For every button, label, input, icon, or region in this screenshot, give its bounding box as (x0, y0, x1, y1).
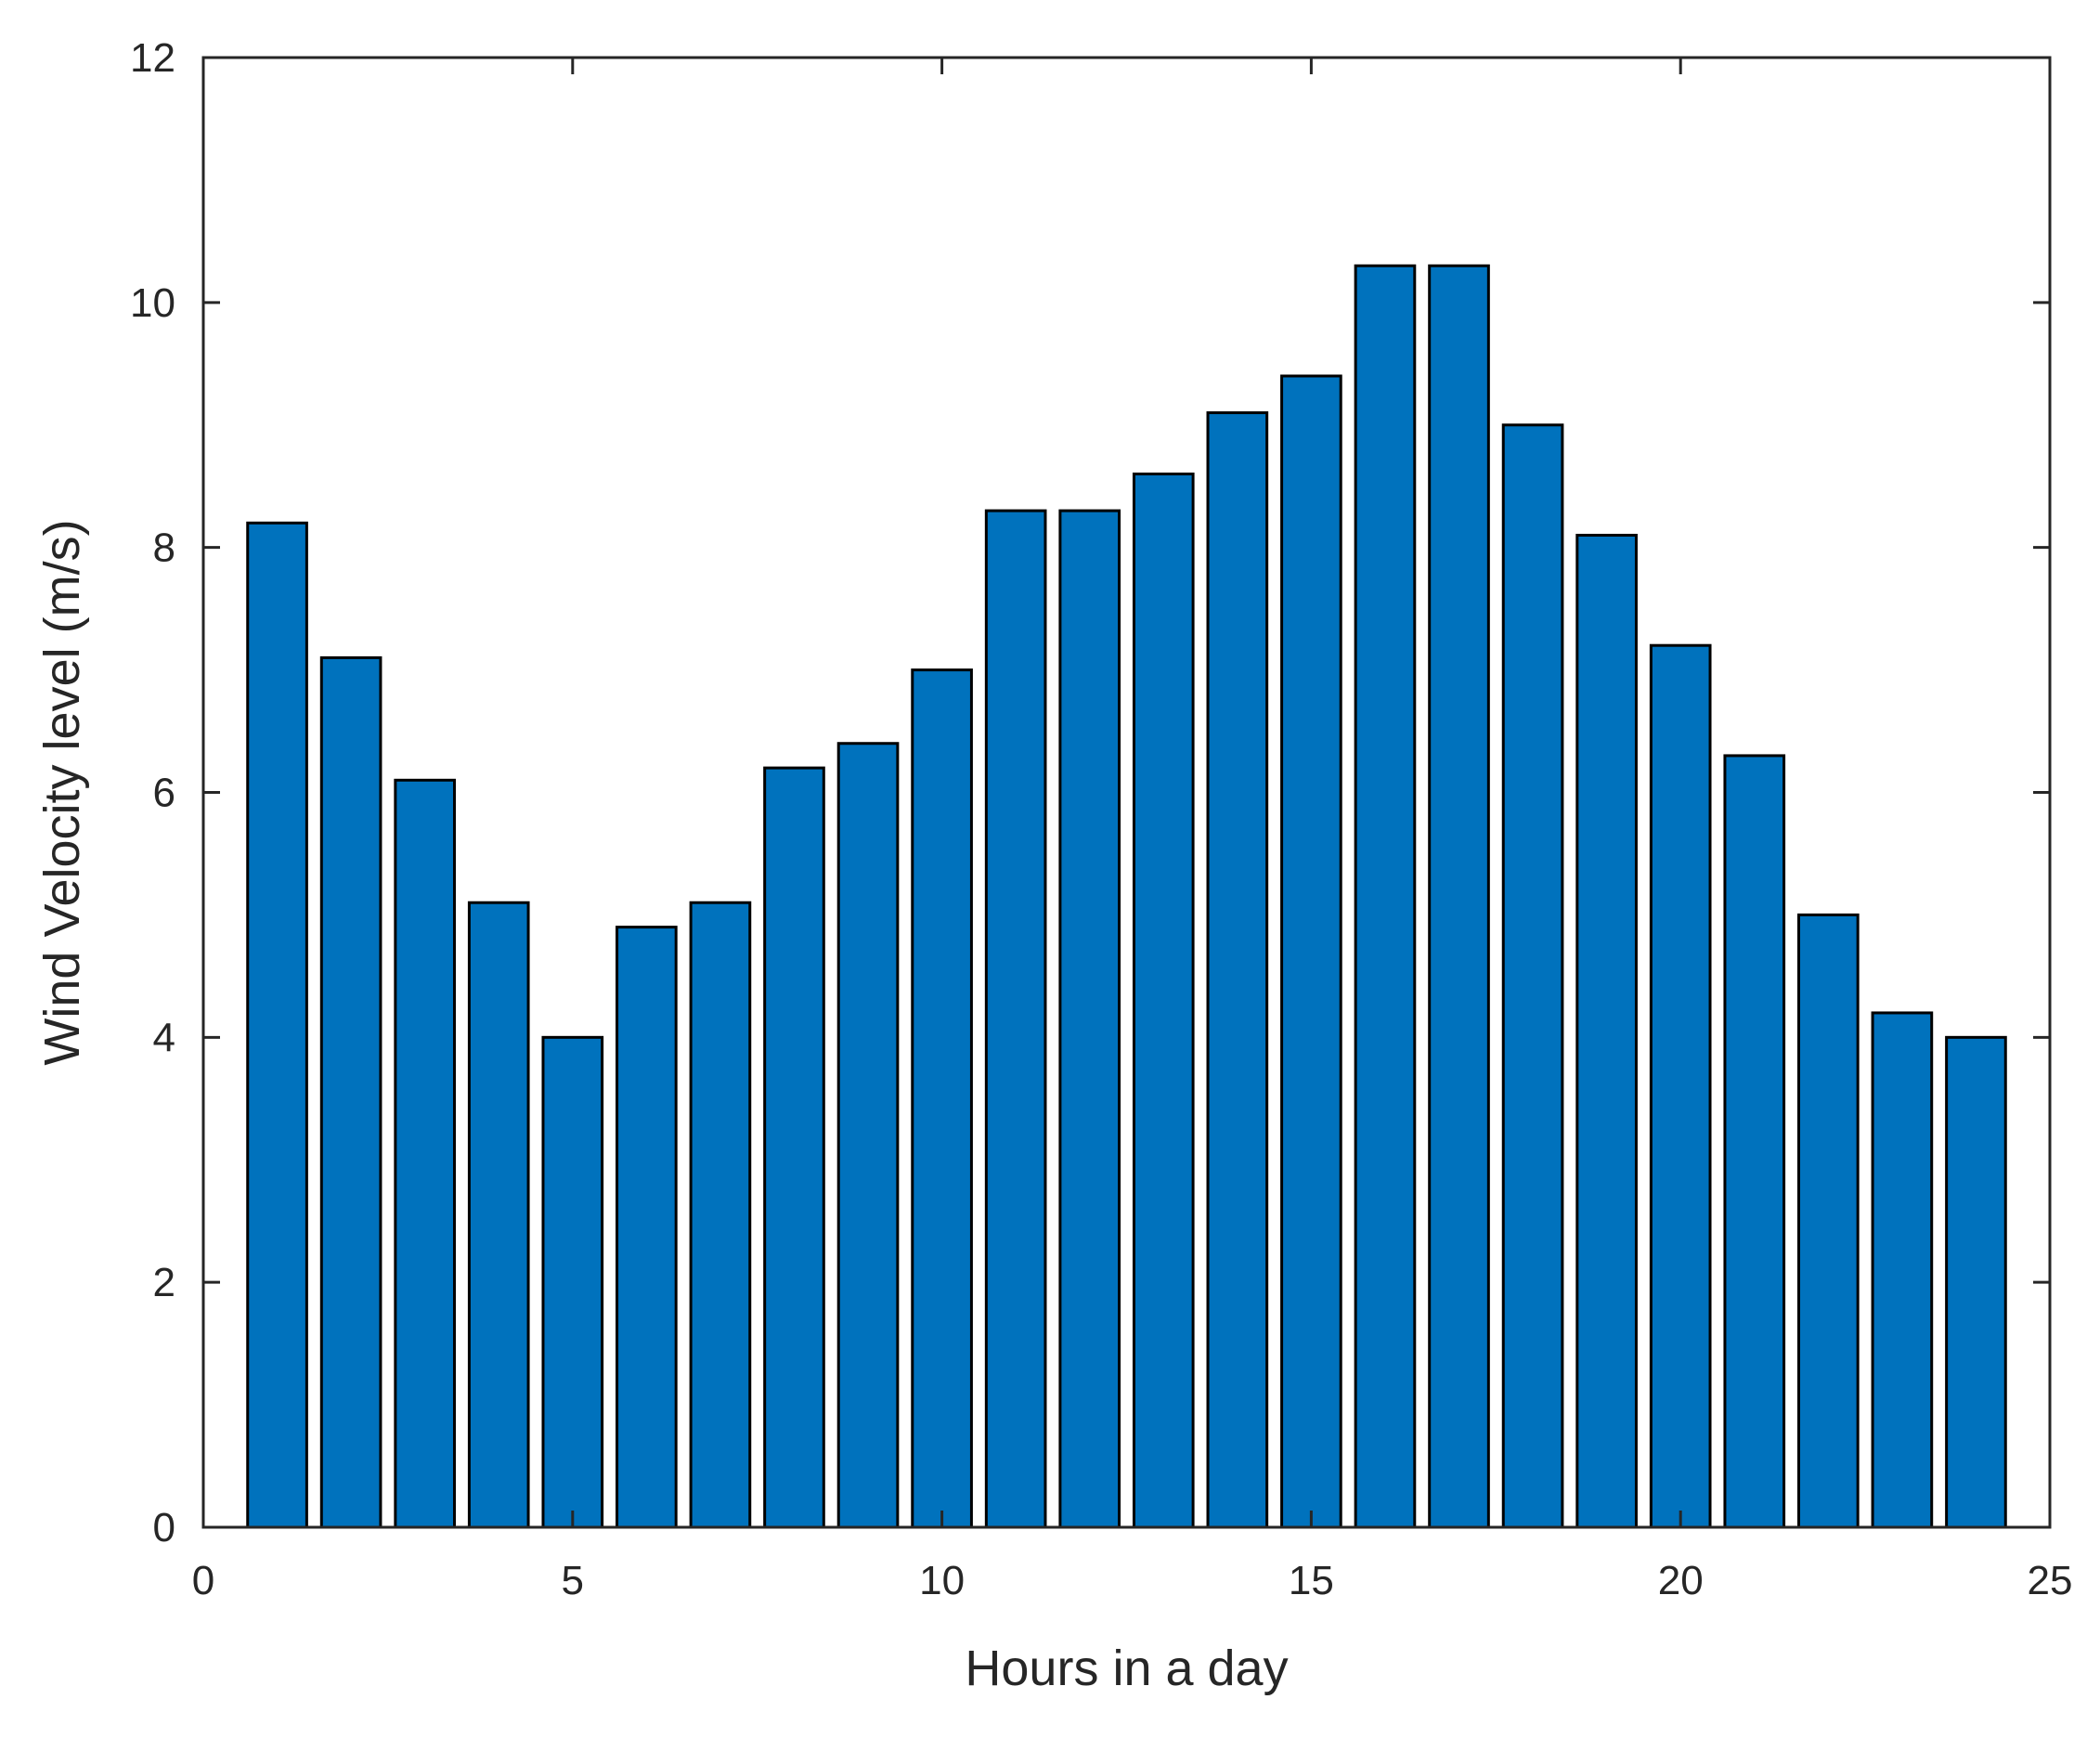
bar-hour-19 (1575, 533, 1638, 1529)
x-tick-label: 20 (1658, 1558, 1704, 1603)
bar-hour-6 (616, 926, 678, 1529)
y-tick-label: 6 (153, 771, 175, 816)
bar-hour-18 (1501, 423, 1564, 1529)
x-tick-label: 10 (919, 1558, 965, 1603)
x-axis-label: Hours in a day (965, 1641, 1288, 1696)
bar-hour-11 (984, 509, 1047, 1529)
bar-hour-8 (763, 766, 825, 1529)
y-tick-label: 8 (153, 525, 175, 571)
bar-hour-9 (836, 742, 900, 1529)
x-tick-label: 15 (1289, 1558, 1334, 1603)
bar-hour-3 (394, 778, 457, 1529)
bar-hour-24 (1945, 1035, 2007, 1529)
y-tick-label: 2 (153, 1260, 175, 1305)
bar-hour-1 (246, 521, 308, 1529)
bar-hour-15 (1280, 374, 1342, 1529)
y-tick-label: 10 (130, 280, 175, 326)
x-tick-label: 25 (2028, 1558, 2073, 1603)
y-axis-label: Wind Velocity level (m/s) (34, 519, 90, 1065)
bar-hour-13 (1132, 473, 1195, 1529)
x-tick-label: 0 (192, 1558, 214, 1603)
bar-hour-4 (467, 901, 530, 1529)
axis-ticks: 0 5 10 15 20 25 0 2 4 6 8 10 12 (130, 35, 2072, 1603)
bar-hour-21 (1723, 754, 1786, 1529)
bar-hour-17 (1428, 264, 1490, 1529)
bar-hour-23 (1871, 1011, 1934, 1529)
bar-hour-16 (1354, 264, 1417, 1529)
bar-hour-7 (689, 901, 752, 1529)
bar-hour-2 (319, 655, 382, 1529)
bar-hour-5 (541, 1035, 604, 1529)
bar-hour-12 (1058, 509, 1121, 1529)
bar-hour-10 (911, 668, 973, 1529)
y-tick-label: 0 (153, 1505, 175, 1550)
bar-hour-20 (1649, 643, 1712, 1529)
x-tick-label: 5 (562, 1558, 584, 1603)
y-tick-label: 4 (153, 1015, 175, 1060)
bars (246, 264, 2007, 1529)
y-tick-label: 12 (130, 35, 175, 81)
bar-hour-14 (1206, 411, 1269, 1529)
bar-hour-22 (1796, 913, 1860, 1529)
